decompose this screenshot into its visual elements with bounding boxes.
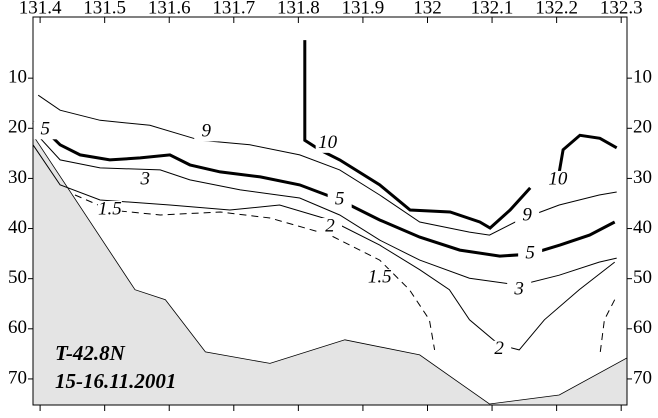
x-tick-label: 132.3 <box>600 0 643 18</box>
contour-label: 5 <box>335 188 345 209</box>
y-tick-label: 20 <box>8 117 27 138</box>
x-tick-label: 131.7 <box>212 0 255 18</box>
y-tick-label: 50 <box>8 267 27 288</box>
contour-label: 10 <box>318 132 338 153</box>
y-tick-label: 40 <box>633 217 652 238</box>
contour-line <box>303 40 618 230</box>
label-backdrop <box>97 200 122 219</box>
y-tick-label: 10 <box>8 67 27 88</box>
x-tick-label: 132.2 <box>535 0 578 18</box>
contour-label: 10 <box>548 168 568 189</box>
label-backdrop <box>487 340 512 359</box>
contour-line <box>32 144 616 351</box>
contour-label: 2 <box>494 338 504 359</box>
plot-frame <box>32 16 628 406</box>
contour-label: 2 <box>325 215 335 236</box>
label-backdrop <box>515 207 540 226</box>
annotation: T-42.8N <box>55 341 126 365</box>
y-tick-label: 30 <box>633 167 652 188</box>
contour-label: 5 <box>525 242 535 263</box>
y-tick-label: 70 <box>8 367 27 388</box>
contour-line <box>37 94 617 236</box>
annotation: 15-16.11.2001 <box>55 369 176 393</box>
y-tick-label: 60 <box>8 317 27 338</box>
contour-line <box>74 194 616 355</box>
x-tick-label: 131.8 <box>277 0 320 18</box>
x-tick-label: 131.4 <box>19 0 62 18</box>
x-tick-label: 132.1 <box>471 0 514 18</box>
contour-label: 1.5 <box>98 198 122 219</box>
contour-label: 9 <box>201 121 211 142</box>
contour-label: 1.5 <box>368 266 392 287</box>
contour-label: 5 <box>41 119 51 140</box>
y-tick-label: 60 <box>633 317 652 338</box>
label-backdrop <box>194 123 219 142</box>
label-backdrop <box>318 218 342 237</box>
label-backdrop <box>133 170 158 189</box>
y-tick-label: 70 <box>633 367 652 388</box>
x-tick-label: 131.6 <box>148 0 191 18</box>
label-backdrop <box>33 121 58 140</box>
label-backdrop <box>507 281 532 300</box>
y-tick-label: 30 <box>8 167 27 188</box>
x-tick-label: 132 <box>413 0 442 18</box>
label-backdrop <box>327 190 352 209</box>
y-tick-label: 20 <box>633 117 652 138</box>
y-tick-label: 40 <box>8 217 27 238</box>
label-backdrop <box>545 170 570 189</box>
label-backdrop <box>518 245 543 264</box>
x-tick-label: 131.9 <box>342 0 385 18</box>
label-backdrop <box>367 269 392 288</box>
contour-line <box>32 129 617 286</box>
contour-label: 3 <box>513 279 524 300</box>
x-tick-label: 131.5 <box>83 0 126 18</box>
label-backdrop <box>315 134 340 153</box>
contour-label: 3 <box>139 168 150 189</box>
contour-label: 9 <box>522 204 532 225</box>
y-tick-label: 50 <box>633 267 652 288</box>
y-tick-label: 10 <box>633 67 652 88</box>
